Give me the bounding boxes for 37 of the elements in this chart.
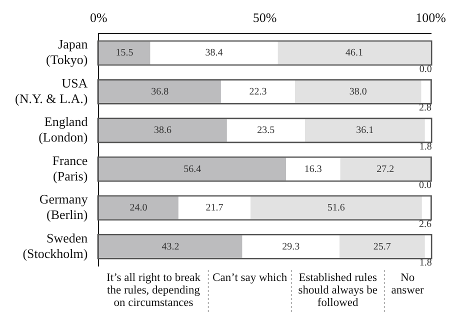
data-label: 56.4 [184, 164, 202, 175]
data-label: 21.7 [206, 202, 224, 214]
y-tick-label: France (Paris) [52, 152, 88, 184]
data-label: 2.8 [419, 102, 432, 114]
data-label: 16.3 [304, 164, 322, 175]
y-tick-label: USA (N.Y. & L.A.) [14, 75, 88, 106]
x-tick-label: 100% [416, 10, 446, 26]
data-label: 23.5 [257, 125, 275, 136]
data-label: 38.4 [205, 48, 223, 59]
data-label: 38.6 [154, 125, 172, 136]
data-label: 25.7 [373, 241, 391, 252]
data-label: 1.8 [419, 141, 432, 152]
y-tick-label: England (London) [38, 114, 88, 145]
data-label: 24.0 [130, 202, 148, 214]
data-label: 51.6 [327, 202, 345, 214]
data-label: 38.0 [349, 86, 367, 98]
data-label: 27.2 [376, 164, 394, 175]
y-tick-label: Japan (Tokyo) [46, 36, 88, 68]
data-label: 46.1 [346, 48, 364, 59]
x-tick-label: 50% [252, 10, 277, 26]
series-label: Established rules should always be followed [298, 272, 378, 309]
data-label: 0.0 [419, 180, 432, 192]
data-label: 43.2 [162, 241, 180, 252]
data-label: 15.5 [116, 48, 134, 59]
series-label: Can’t say which [212, 272, 288, 284]
data-label: 29.3 [282, 241, 300, 252]
series-label: It’s all right to break the rules, depending on circumstances [106, 272, 201, 309]
data-label: 36.8 [151, 86, 169, 98]
data-label: 36.1 [356, 125, 374, 136]
x-tick-label: 0% [90, 10, 108, 26]
data-label: 0.0 [419, 64, 432, 75]
series-label: No answer [391, 272, 424, 296]
data-label: 2.6 [419, 218, 432, 230]
data-label: 1.8 [419, 257, 432, 268]
data-label: 22.3 [249, 86, 267, 98]
y-tick-label: Germany (Berlin) [39, 192, 88, 222]
y-tick-label: Sweden (Stockholm) [22, 230, 88, 261]
